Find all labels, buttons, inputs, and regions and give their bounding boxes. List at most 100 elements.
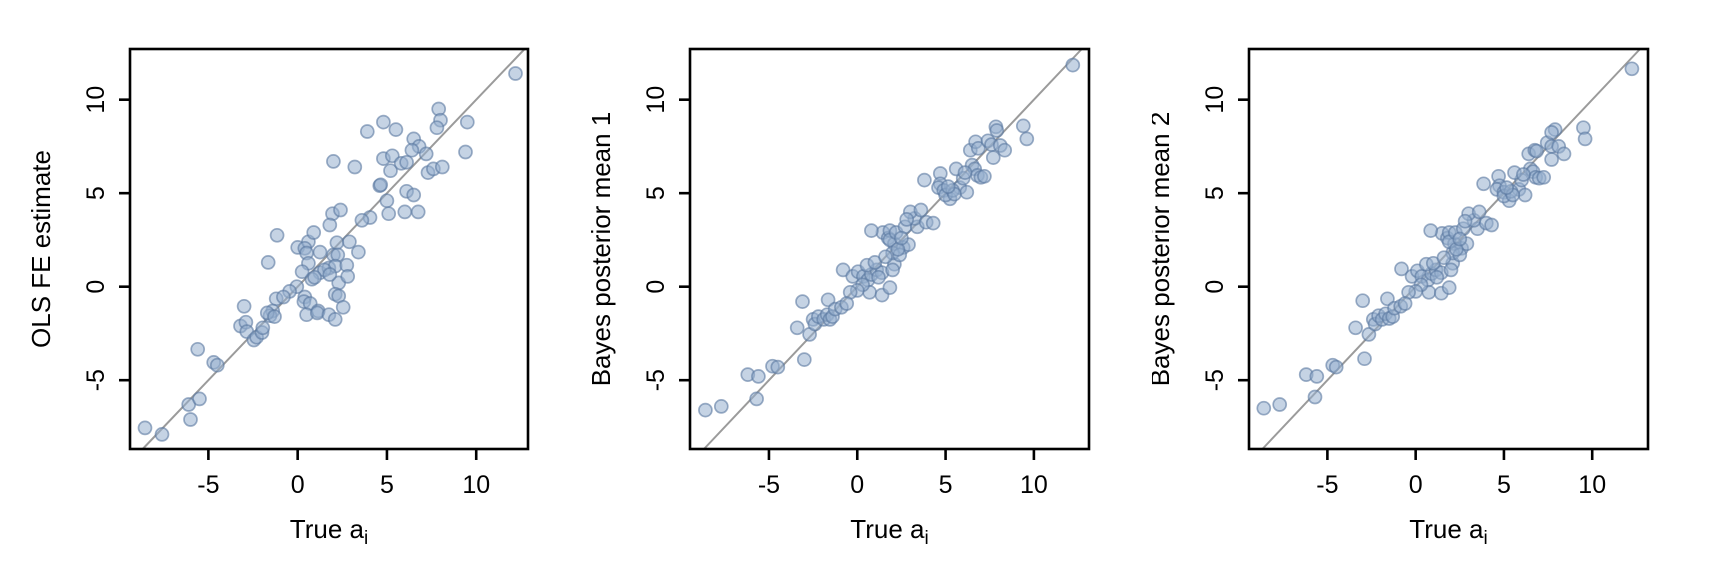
data-point bbox=[1256, 400, 1272, 416]
data-point bbox=[276, 289, 291, 305]
y-axis-label: Bayes posterior mean 1 bbox=[586, 112, 616, 387]
data-point bbox=[1624, 61, 1640, 77]
x-tick-label: 5 bbox=[939, 471, 953, 499]
data-point bbox=[381, 206, 397, 222]
data-point bbox=[397, 204, 413, 220]
x-axis-label: True ai bbox=[1409, 514, 1487, 549]
scatter-plot-bayes-mean-1: -5 0 5 10 -5 0 5 10 True ai Bayes posterior mean … bbox=[586, 47, 1091, 549]
data-point bbox=[1355, 293, 1371, 309]
data-point bbox=[1499, 180, 1514, 195]
data-point bbox=[376, 114, 391, 130]
panel-bayes-mean-2: -5 0 5 10 -5 0 5 10 True ai Bayes posterior mean … bbox=[1152, 0, 1728, 576]
data-point bbox=[508, 66, 523, 81]
panel-ols-fe: -5 0 5 10 -5 0 5 10 True ai OLS FE estimate bbox=[0, 0, 576, 576]
data-point bbox=[957, 165, 973, 180]
data-point bbox=[713, 399, 729, 414]
data-point bbox=[294, 264, 310, 280]
data-point bbox=[351, 244, 366, 260]
data-point bbox=[1516, 167, 1531, 182]
x-tick-label: -5 bbox=[197, 471, 219, 499]
data-point bbox=[269, 227, 285, 243]
data-point bbox=[190, 341, 206, 357]
data-point bbox=[406, 187, 422, 203]
x-axis-label: True ai bbox=[290, 514, 368, 549]
data-point bbox=[373, 177, 389, 193]
data-point bbox=[1328, 359, 1344, 375]
data-point bbox=[839, 296, 855, 311]
data-point bbox=[698, 402, 713, 418]
data-point bbox=[1476, 176, 1491, 192]
data-point bbox=[322, 217, 338, 233]
data-point bbox=[322, 267, 338, 282]
data-point bbox=[1272, 397, 1288, 412]
data-point bbox=[312, 244, 328, 260]
data-point bbox=[347, 159, 363, 175]
data-point bbox=[1484, 217, 1499, 233]
data-point bbox=[1471, 204, 1487, 220]
y-tick-label: 0 bbox=[82, 280, 110, 294]
data-point bbox=[917, 172, 932, 188]
data-point bbox=[1457, 213, 1473, 229]
plot-box bbox=[128, 47, 530, 451]
data-point bbox=[885, 262, 900, 278]
y-tick-label: 10 bbox=[82, 86, 110, 114]
data-point bbox=[335, 299, 351, 315]
data-point bbox=[333, 202, 348, 218]
data-point bbox=[796, 352, 812, 367]
data-point bbox=[789, 320, 805, 336]
data-point bbox=[1556, 146, 1572, 162]
data-point bbox=[1019, 131, 1035, 147]
data-point bbox=[977, 168, 992, 184]
data-point bbox=[260, 255, 276, 270]
y-tick-label: -5 bbox=[1201, 369, 1229, 391]
data-point bbox=[1429, 269, 1445, 285]
y-axis-label: OLS FE estimate bbox=[26, 150, 56, 348]
x-tick-label: 5 bbox=[1497, 471, 1511, 499]
data-point bbox=[434, 159, 450, 175]
x-tick-label: 10 bbox=[1020, 471, 1048, 499]
data-point bbox=[327, 312, 343, 327]
data-point bbox=[1348, 320, 1363, 336]
y-tick-label: 10 bbox=[1201, 86, 1229, 114]
y-tick-label: 0 bbox=[1201, 280, 1229, 294]
data-point bbox=[1544, 152, 1559, 167]
data-point bbox=[236, 298, 252, 314]
data-point bbox=[989, 123, 1005, 138]
data-point bbox=[429, 120, 445, 136]
data-point bbox=[925, 215, 941, 231]
data-point bbox=[459, 114, 475, 130]
data-point bbox=[878, 249, 893, 265]
data-point bbox=[1529, 143, 1544, 159]
data-point bbox=[1517, 187, 1533, 203]
data-point bbox=[1536, 169, 1552, 185]
data-point bbox=[1307, 389, 1323, 405]
x-tick-label: 0 bbox=[850, 471, 864, 499]
data-point bbox=[882, 280, 898, 295]
data-point bbox=[255, 320, 271, 336]
data-point bbox=[306, 225, 322, 240]
data-point bbox=[1397, 296, 1413, 311]
y-tick-label: -5 bbox=[82, 369, 110, 391]
data-point bbox=[329, 235, 345, 251]
data-point bbox=[458, 144, 473, 160]
x-tick-label: -5 bbox=[1316, 471, 1338, 499]
data-point bbox=[418, 146, 434, 162]
scatter-plot-ols-fe: -5 0 5 10 -5 0 5 10 True ai OLS FE estimate bbox=[26, 47, 530, 549]
y-tick-label: 5 bbox=[82, 186, 110, 200]
data-point bbox=[404, 142, 420, 158]
data-point bbox=[913, 202, 929, 218]
data-point bbox=[985, 150, 1001, 165]
data-point bbox=[770, 359, 786, 375]
y-tick-label: 5 bbox=[642, 186, 670, 200]
data-point bbox=[388, 122, 404, 137]
data-point bbox=[1452, 231, 1468, 247]
x-tick-label: 0 bbox=[291, 471, 305, 499]
data-point bbox=[1015, 118, 1031, 134]
data-point bbox=[399, 154, 414, 170]
plot-box bbox=[1247, 47, 1650, 451]
data-point bbox=[894, 230, 909, 246]
data-point bbox=[751, 369, 766, 384]
y-tick-label: -5 bbox=[642, 369, 670, 391]
data-point bbox=[940, 179, 956, 194]
